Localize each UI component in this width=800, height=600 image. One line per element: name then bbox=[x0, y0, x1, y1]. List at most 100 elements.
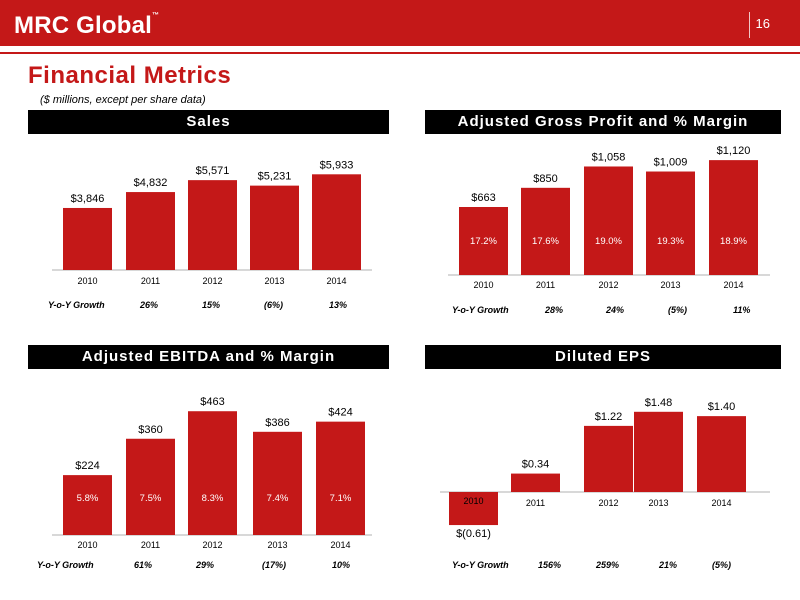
ebitda-value-label: $386 bbox=[265, 417, 289, 429]
eps-value-label: $0.34 bbox=[522, 459, 550, 471]
sales-tick-label: 2014 bbox=[326, 276, 346, 286]
gross-profit-margin-label: 18.9% bbox=[720, 236, 747, 247]
ebitda-growth-label: Y-o-Y Growth bbox=[37, 560, 94, 570]
ebitda-bar-2012 bbox=[188, 411, 237, 535]
ebitda-margin-label: 7.4% bbox=[267, 493, 289, 504]
gross-profit-value-label: $850 bbox=[533, 173, 557, 185]
header-rule bbox=[0, 52, 800, 54]
gross-profit-margin-label: 19.3% bbox=[657, 236, 684, 247]
gross-profit-margin-label: 17.2% bbox=[470, 236, 497, 247]
eps-tick-label: 2010 bbox=[463, 496, 483, 506]
eps-growth-value: 156% bbox=[538, 560, 562, 570]
sales-growth-value: 26% bbox=[140, 300, 159, 310]
eps-value-label: $1.48 bbox=[645, 397, 673, 409]
ebitda-value-label: $463 bbox=[200, 396, 224, 408]
eps-tick-label: 2011 bbox=[526, 498, 545, 508]
sales-value-label: $5,571 bbox=[196, 165, 230, 177]
sales-bar-2012 bbox=[188, 180, 237, 270]
sales-bar-2014 bbox=[312, 174, 361, 270]
ebitda-bar-2010 bbox=[63, 475, 112, 535]
gross-profit-tick-label: 2011 bbox=[536, 280, 555, 290]
sales-growth-value: (6%) bbox=[264, 300, 284, 310]
ebitda-tick-label: 2011 bbox=[141, 540, 160, 550]
ebitda-growth-row: Y-o-Y Growth 61% 29% (17%) 10% bbox=[0, 560, 400, 572]
eps-tick-label: 2013 bbox=[648, 498, 668, 508]
eps-growth-value: (5%) bbox=[712, 560, 732, 570]
header-band: MRC Global™ 16 bbox=[0, 0, 800, 46]
ebitda-margin-label: 7.1% bbox=[330, 493, 352, 504]
panel-title-eps: Diluted EPS bbox=[425, 345, 781, 369]
sales-value-label: $3,846 bbox=[71, 193, 105, 205]
eps-bar-2013 bbox=[634, 411, 683, 492]
eps-bar-2011 bbox=[511, 473, 560, 492]
ebitda-tick-label: 2012 bbox=[202, 540, 222, 550]
page-number: 16 bbox=[755, 16, 770, 31]
gross-profit-margin-label: 19.0% bbox=[595, 236, 622, 247]
gross-profit-bar-2011 bbox=[521, 187, 570, 275]
gross-profit-growth-value: (5%) bbox=[668, 305, 688, 315]
eps-value-label: $(0.61) bbox=[456, 528, 491, 540]
gross-profit-value-label: $1,120 bbox=[717, 145, 751, 157]
ebitda-bar-2014 bbox=[316, 421, 365, 535]
ebitda-margin-label: 5.8% bbox=[77, 493, 99, 504]
sales-growth-value: 15% bbox=[202, 300, 221, 310]
eps-tick-label: 2014 bbox=[711, 498, 731, 508]
brand-logo: MRC Global™ bbox=[14, 12, 160, 39]
page-subtitle: ($ millions, except per share data) bbox=[40, 94, 206, 106]
page-divider bbox=[749, 12, 750, 38]
ebitda-growth-value: (17%) bbox=[262, 560, 287, 570]
ebitda-growth-value: 29% bbox=[196, 560, 215, 570]
sales-growth-value: 13% bbox=[329, 300, 348, 310]
sales-bar-2013 bbox=[250, 185, 299, 270]
sales-tick-label: 2011 bbox=[141, 276, 160, 286]
ebitda-growth-value: 61% bbox=[134, 560, 153, 570]
ebitda-growth-value: 10% bbox=[332, 560, 351, 570]
eps-growth-row: Y-o-Y Growth 156% 259% 21% (5%) bbox=[0, 560, 800, 572]
page-title: Financial Metrics bbox=[28, 62, 232, 89]
gross-profit-bar-2014 bbox=[709, 160, 758, 275]
ebitda-tick-label: 2013 bbox=[267, 540, 287, 550]
ebitda-tick-label: 2010 bbox=[77, 540, 97, 550]
ebitda-value-label: $224 bbox=[75, 460, 99, 472]
gross-profit-growth-value: 11% bbox=[733, 305, 751, 315]
eps-value-label: $1.40 bbox=[708, 401, 736, 413]
gross-profit-tick-label: 2012 bbox=[598, 280, 618, 290]
eps-bar-2012 bbox=[584, 425, 633, 492]
panel-title-gross-profit: Adjusted Gross Profit and % Margin bbox=[425, 110, 781, 134]
sales-value-label: $5,933 bbox=[320, 159, 354, 171]
gross-profit-value-label: $1,009 bbox=[654, 157, 688, 169]
sales-growth-label: Y-o-Y Growth bbox=[48, 300, 105, 310]
eps-bar-2014 bbox=[697, 416, 746, 492]
ebitda-bar-2011 bbox=[126, 438, 175, 535]
sales-value-label: $4,832 bbox=[134, 177, 168, 189]
eps-growth-value: 21% bbox=[659, 560, 678, 570]
gross-profit-tick-label: 2013 bbox=[660, 280, 680, 290]
gross-profit-growth-row: Y-o-Y Growth 28% 24% (5%) 11% bbox=[0, 305, 800, 317]
sales-tick-label: 2010 bbox=[77, 276, 97, 286]
ebitda-tick-label: 2014 bbox=[330, 540, 350, 550]
panel-title-sales: Sales bbox=[28, 110, 389, 134]
ebitda-margin-label: 8.3% bbox=[202, 493, 224, 504]
gross-profit-bar-2010 bbox=[459, 207, 508, 275]
eps-tick-label: 2012 bbox=[598, 498, 618, 508]
panel-title-ebitda: Adjusted EBITDA and % Margin bbox=[28, 345, 389, 369]
gross-profit-margin-label: 17.6% bbox=[532, 236, 559, 247]
ebitda-bar-2013 bbox=[253, 431, 302, 535]
ebitda-value-label: $424 bbox=[328, 407, 352, 419]
ebitda-margin-label: 7.5% bbox=[140, 493, 162, 504]
eps-value-label: $1.22 bbox=[595, 411, 623, 423]
ebitda-value-label: $360 bbox=[138, 424, 162, 436]
sales-growth-row: Y-o-Y Growth 26% 15% (6%) 13% bbox=[0, 300, 400, 312]
gross-profit-growth-value: 28% bbox=[545, 305, 564, 315]
sales-tick-label: 2012 bbox=[202, 276, 222, 286]
gross-profit-tick-label: 2010 bbox=[473, 280, 493, 290]
gross-profit-growth-value: 24% bbox=[606, 305, 625, 315]
eps-growth-value: 259% bbox=[596, 560, 620, 570]
eps-growth-label: Y-o-Y Growth bbox=[452, 560, 509, 570]
gross-profit-growth-label: Y-o-Y Growth bbox=[452, 305, 509, 315]
eps-bar-2010 bbox=[449, 492, 498, 526]
sales-value-label: $5,231 bbox=[258, 171, 292, 183]
gross-profit-bar-2012 bbox=[584, 166, 633, 275]
gross-profit-tick-label: 2014 bbox=[723, 280, 743, 290]
